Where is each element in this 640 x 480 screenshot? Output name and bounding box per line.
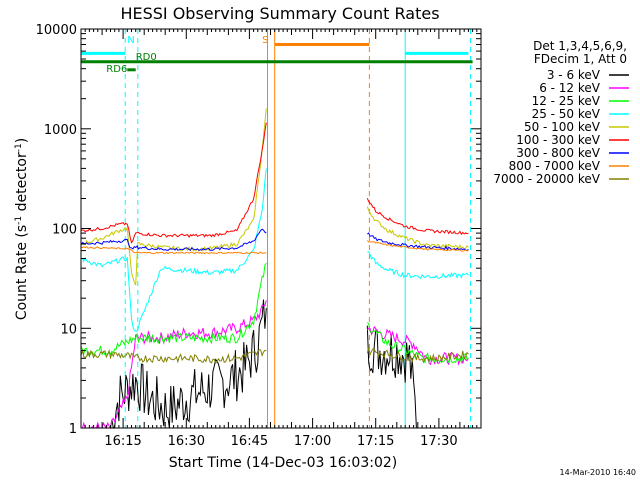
y-label-part: detector bbox=[14, 152, 30, 216]
legend: Det 1,3,4,5,6,9,FDecim 1, Att 0 3 - 6 keV… bbox=[493, 39, 629, 186]
legend-label-5: 50 - 100 keV bbox=[524, 120, 601, 134]
legend-label-7: 300 - 800 keV bbox=[516, 146, 600, 160]
x-tick-label-2: 16:30 bbox=[168, 434, 205, 449]
x-axis-label: Start Time (14-Dec-03 16:03:02) bbox=[169, 455, 397, 471]
series-line-9-2 bbox=[366, 347, 469, 364]
y-tick-label-1: 1 bbox=[69, 422, 77, 437]
series-line-3-1 bbox=[80, 262, 267, 357]
series-line-7-1 bbox=[80, 228, 267, 252]
flag-label-rd6: RD6 bbox=[106, 64, 127, 75]
legend-label-8: 800 - 7000 keV bbox=[509, 159, 601, 173]
y-label-part: -1 bbox=[14, 143, 24, 152]
y-label-part: Count Rate (s bbox=[14, 225, 30, 320]
flag-label-n: N bbox=[127, 35, 134, 46]
x-tick-label-4: 17:00 bbox=[294, 434, 331, 449]
y-tick-label-2: 10 bbox=[60, 322, 77, 337]
series-line-6-1 bbox=[80, 122, 267, 244]
y-tick-label-5: 10000 bbox=[36, 23, 77, 38]
x-tick-label-3: 16:45 bbox=[231, 434, 268, 449]
plot-area: N S RD6 RD0 1 10 100 1000 10000 16:15 16:30 16:45 17… bbox=[36, 23, 482, 449]
legend-label-6: 100 - 300 keV bbox=[516, 133, 600, 147]
legend-label-2: 6 - 12 keV bbox=[539, 81, 601, 95]
legend-label-9: 7000 - 20000 keV bbox=[493, 172, 600, 186]
legend-label-4: 25 - 50 keV bbox=[532, 107, 601, 121]
series-line-5-1 bbox=[80, 108, 267, 286]
series-line-9-1 bbox=[80, 348, 267, 364]
series-line-2-1 bbox=[81, 300, 267, 430]
series-line-5-2 bbox=[366, 206, 469, 250]
y-label-part: -1 bbox=[14, 216, 24, 225]
flag-label-s: S bbox=[262, 35, 268, 46]
x-tick-label-1: 16:15 bbox=[104, 434, 141, 449]
legend-header-1: Det 1,3,4,5,6,9, bbox=[533, 39, 627, 53]
series-line-8-2 bbox=[366, 240, 469, 252]
legend-label-3: 12 - 25 keV bbox=[532, 94, 601, 108]
chart-title: HESSI Observing Summary Count Rates bbox=[120, 4, 439, 23]
legend-header-2: FDecim 1, Att 0 bbox=[534, 52, 627, 66]
x-tick-label-5: 17:15 bbox=[357, 434, 394, 449]
series-line-4-2 bbox=[367, 251, 469, 280]
series-line-4-1 bbox=[80, 168, 267, 332]
y-label-part: ) bbox=[14, 138, 30, 143]
series-line-1-1 bbox=[110, 299, 267, 429]
series-line-6-2 bbox=[366, 198, 469, 236]
flag-label-rd0: RD0 bbox=[136, 52, 157, 63]
timestamp-footer: 14-Mar-2010 16:40 bbox=[560, 468, 637, 477]
series-line-8-1 bbox=[80, 246, 267, 255]
y-axis-label: Count Rate (s-1 detector-1) bbox=[14, 138, 30, 320]
x-tick-label-6: 17:30 bbox=[420, 434, 457, 449]
legend-label-1: 3 - 6 keV bbox=[547, 68, 601, 82]
y-tick-label-3: 100 bbox=[52, 223, 77, 238]
y-tick-label-4: 1000 bbox=[44, 123, 77, 138]
